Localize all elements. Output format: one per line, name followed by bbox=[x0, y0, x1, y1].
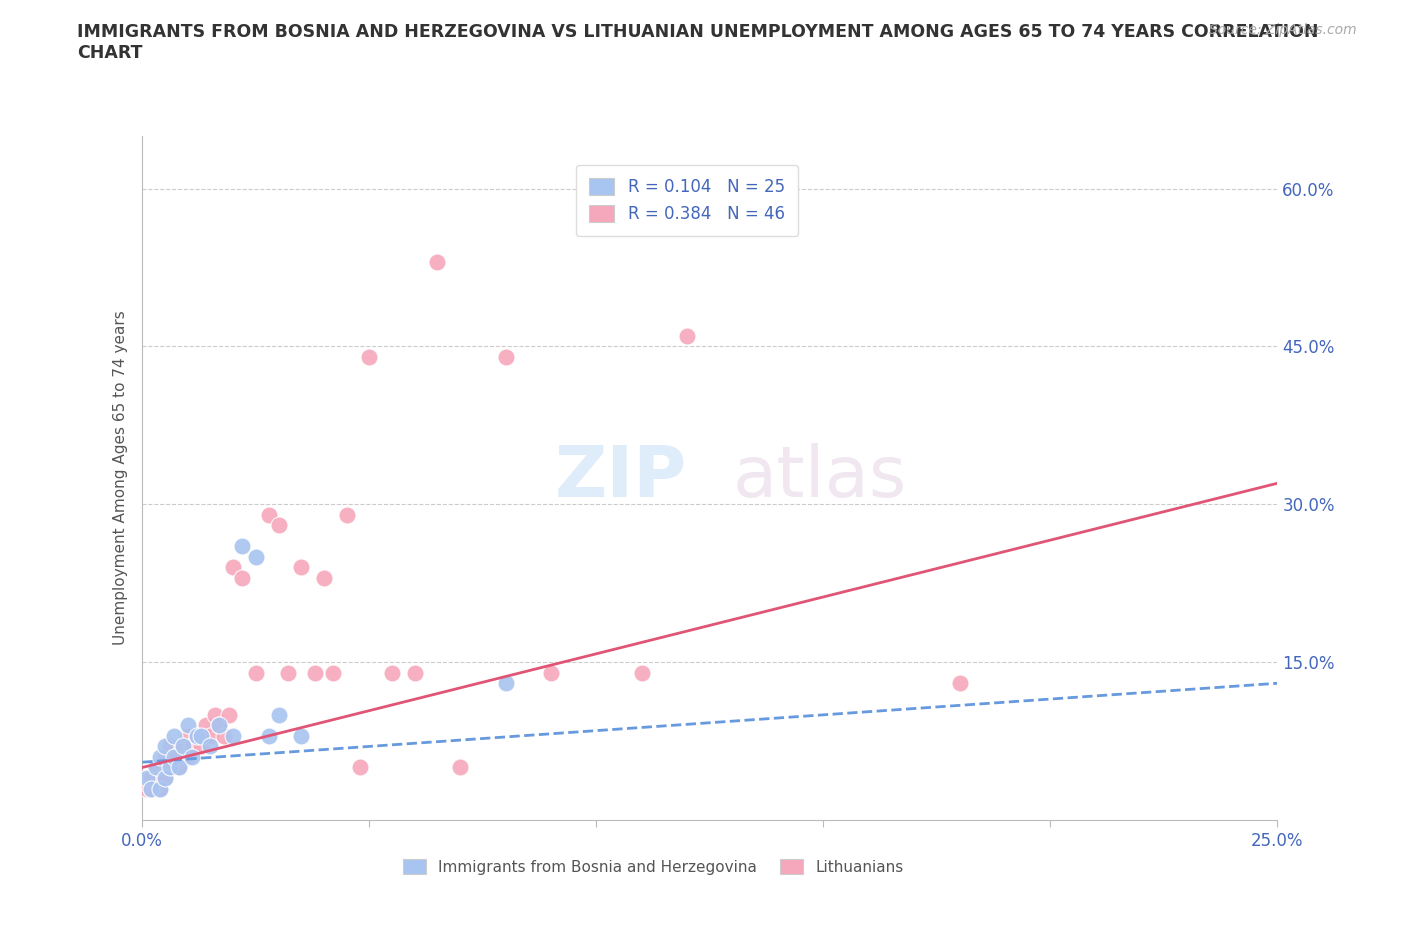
Point bbox=[208, 718, 231, 733]
Point bbox=[141, 771, 163, 786]
Point bbox=[194, 718, 217, 733]
Point bbox=[449, 760, 471, 775]
Point bbox=[177, 718, 200, 733]
Point bbox=[277, 665, 299, 680]
Point bbox=[948, 676, 970, 691]
Point bbox=[359, 350, 381, 365]
Point bbox=[181, 750, 204, 764]
Text: IMMIGRANTS FROM BOSNIA AND HERZEGOVINA VS LITHUANIAN UNEMPLOYMENT AMONG AGES 65 : IMMIGRANTS FROM BOSNIA AND HERZEGOVINA V… bbox=[77, 23, 1319, 62]
Point bbox=[190, 739, 212, 754]
Point bbox=[312, 570, 335, 585]
Point bbox=[135, 771, 157, 786]
Point bbox=[145, 760, 167, 775]
Point bbox=[181, 739, 204, 754]
Point bbox=[218, 708, 240, 723]
Point bbox=[231, 539, 253, 554]
Point bbox=[135, 781, 157, 796]
Point bbox=[145, 760, 167, 775]
Point bbox=[304, 665, 326, 680]
Point bbox=[212, 728, 235, 743]
Point bbox=[163, 750, 186, 764]
Point bbox=[172, 739, 194, 754]
Point bbox=[149, 781, 172, 796]
Point bbox=[222, 560, 245, 575]
Y-axis label: Unemployment Among Ages 65 to 74 years: Unemployment Among Ages 65 to 74 years bbox=[114, 311, 128, 645]
Point bbox=[200, 739, 222, 754]
Text: Source: ZipAtlas.com: Source: ZipAtlas.com bbox=[1209, 23, 1357, 37]
Point bbox=[267, 708, 290, 723]
Point bbox=[159, 760, 181, 775]
Point bbox=[322, 665, 344, 680]
Point bbox=[426, 255, 449, 270]
Point bbox=[245, 665, 267, 680]
Point bbox=[159, 760, 181, 775]
Point bbox=[676, 328, 699, 343]
Point bbox=[186, 728, 208, 743]
Point bbox=[172, 739, 194, 754]
Point bbox=[208, 718, 231, 733]
Point bbox=[495, 676, 517, 691]
Point bbox=[141, 781, 163, 796]
Legend: R = 0.104   N = 25, R = 0.384   N = 46: R = 0.104 N = 25, R = 0.384 N = 46 bbox=[576, 165, 799, 236]
Point bbox=[153, 750, 176, 764]
Point bbox=[336, 508, 359, 523]
Point bbox=[290, 728, 312, 743]
Text: atlas: atlas bbox=[733, 444, 907, 512]
Point bbox=[404, 665, 426, 680]
Point bbox=[149, 781, 172, 796]
Point bbox=[245, 550, 267, 565]
Point bbox=[149, 750, 172, 764]
Point bbox=[149, 771, 172, 786]
Text: ZIP: ZIP bbox=[555, 444, 688, 512]
Point bbox=[177, 728, 200, 743]
Point bbox=[190, 728, 212, 743]
Point bbox=[222, 728, 245, 743]
Point bbox=[259, 728, 281, 743]
Point bbox=[159, 739, 181, 754]
Point bbox=[495, 350, 517, 365]
Point bbox=[167, 760, 190, 775]
Point bbox=[290, 560, 312, 575]
Point bbox=[381, 665, 404, 680]
Point bbox=[204, 708, 226, 723]
Point bbox=[231, 570, 253, 585]
Point bbox=[141, 781, 163, 796]
Point bbox=[167, 760, 190, 775]
Point bbox=[153, 771, 176, 786]
Point bbox=[349, 760, 371, 775]
Point bbox=[177, 750, 200, 764]
Point bbox=[540, 665, 562, 680]
Point bbox=[163, 728, 186, 743]
Point bbox=[630, 665, 652, 680]
Point bbox=[153, 771, 176, 786]
Point bbox=[163, 750, 186, 764]
Point bbox=[200, 728, 222, 743]
Point bbox=[186, 728, 208, 743]
Point bbox=[267, 518, 290, 533]
Point bbox=[153, 739, 176, 754]
Point bbox=[259, 508, 281, 523]
